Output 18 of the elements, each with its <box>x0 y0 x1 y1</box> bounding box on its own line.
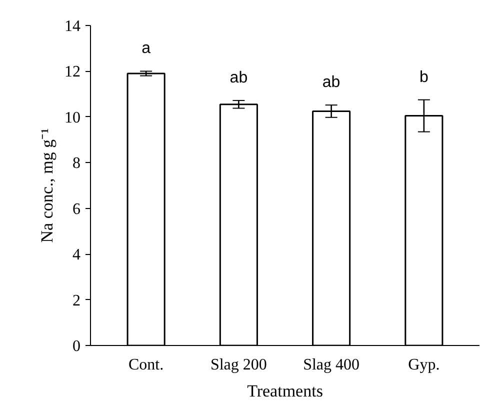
y-axis-title: Na conc., mg g⁻¹ <box>38 128 56 243</box>
y-tick-label: 10 <box>64 109 80 126</box>
x-tick-label: Slag 400 <box>303 356 360 374</box>
annotation: b <box>419 68 428 86</box>
x-tick-label: Slag 200 <box>210 356 267 374</box>
y-tick-label: 2 <box>72 292 80 310</box>
y-tick-label: 8 <box>72 155 80 172</box>
y-tick-label: 14 <box>64 18 80 35</box>
x-axis-title: Treatments <box>247 382 323 400</box>
annotation: ab <box>322 74 340 92</box>
y-tick-label: 12 <box>64 64 80 81</box>
annotation: a <box>142 40 151 58</box>
y-tick-label: 4 <box>72 246 80 264</box>
y-tick-label: 0 <box>72 338 80 355</box>
annotation: ab <box>230 69 248 86</box>
x-tick-label: Cont. <box>128 356 164 374</box>
y-tick-label: 6 <box>72 200 80 218</box>
x-tick-label: Gyp. <box>408 356 440 374</box>
